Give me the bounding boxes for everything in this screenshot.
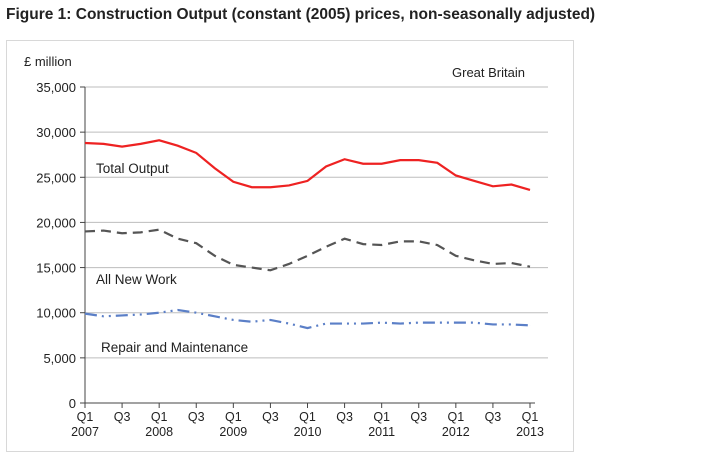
- x-tick-year: 2008: [145, 425, 173, 439]
- y-tick-label: 30,000: [36, 125, 76, 140]
- x-tick-year: 2013: [516, 425, 544, 439]
- chart-frame: [6, 40, 574, 452]
- region-annotation: Great Britain: [452, 65, 525, 80]
- series-line-1: [84, 228, 531, 272]
- x-tick-label: Q1: [77, 410, 94, 424]
- x-tick-label: Q3: [336, 410, 353, 424]
- x-tick-label: Q3: [410, 410, 427, 424]
- series-label: Total Output: [96, 161, 169, 176]
- y-tick-label: 20,000: [36, 215, 76, 230]
- x-tick-label: Q3: [114, 410, 131, 424]
- x-tick-label: Q3: [485, 410, 502, 424]
- figure-title: Figure 1: Construction Output (constant …: [6, 6, 596, 23]
- x-tick-label: Q1: [151, 410, 168, 424]
- x-tick-year: 2009: [219, 425, 247, 439]
- y-tick-label: 5,000: [43, 351, 76, 366]
- series-label: Repair and Maintenance: [101, 340, 248, 355]
- x-tick-label: Q1: [299, 410, 316, 424]
- y-tick-label: 15,000: [36, 261, 76, 276]
- series-label: All New Work: [96, 272, 177, 287]
- y-tick-label: 10,000: [36, 306, 76, 321]
- x-tick-label: Q1: [522, 410, 539, 424]
- y-axis-label: £ million: [24, 54, 72, 69]
- x-tick-year: 2010: [294, 425, 322, 439]
- x-tick-year: 2007: [71, 425, 99, 439]
- x-tick-year: 2012: [442, 425, 470, 439]
- y-tick-label: 0: [69, 396, 76, 411]
- x-tick-label: Q3: [262, 410, 279, 424]
- x-tick-label: Q1: [225, 410, 242, 424]
- x-tick-label: Q3: [188, 410, 205, 424]
- x-tick-label: Q1: [447, 410, 464, 424]
- x-tick-year: 2011: [368, 425, 395, 439]
- x-tick-label: Q1: [373, 410, 390, 424]
- y-tick-label: 35,000: [36, 80, 76, 95]
- y-tick-label: 25,000: [36, 170, 76, 185]
